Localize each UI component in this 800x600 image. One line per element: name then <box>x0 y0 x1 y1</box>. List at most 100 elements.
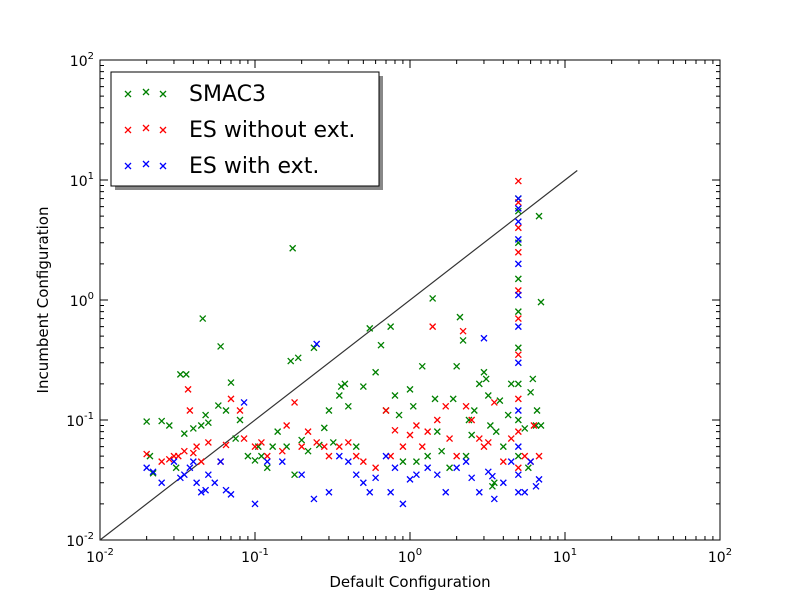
point-series-1-stroke <box>236 407 244 414</box>
point-series-0-stroke <box>189 425 197 432</box>
point-series-0-stroke <box>521 425 529 432</box>
point-series-0 <box>341 380 349 388</box>
point-series-2 <box>532 482 540 490</box>
point-series-1-stroke <box>514 224 522 232</box>
point-series-0-stroke <box>180 430 188 438</box>
point-series-2-stroke <box>391 464 399 472</box>
point-series-0 <box>325 407 333 414</box>
point-series-0 <box>304 447 312 455</box>
point-series-2-stroke <box>149 468 157 476</box>
point-series-2-stroke <box>535 475 543 483</box>
point-series-0-stroke <box>158 417 166 425</box>
point-series-0 <box>214 402 222 409</box>
point-series-1-stroke <box>514 315 522 323</box>
point-series-0 <box>433 428 441 436</box>
point-series-0-stroke <box>199 315 207 323</box>
point-series-1 <box>291 399 299 406</box>
point-series-0 <box>532 422 540 429</box>
point-series-0 <box>395 411 403 419</box>
point-series-0-stroke <box>146 452 154 460</box>
point-series-1 <box>298 443 306 451</box>
point-series-1-stroke <box>468 416 476 424</box>
point-series-0-stroke <box>418 362 426 370</box>
point-series-2 <box>143 464 151 472</box>
point-series-2 <box>521 488 529 496</box>
point-series-1-stroke <box>283 422 291 429</box>
point-series-0-stroke <box>304 447 312 455</box>
point-series-1 <box>165 455 173 463</box>
point-series-2-stroke <box>514 218 522 226</box>
point-series-2 <box>412 471 420 479</box>
point-series-1-stroke <box>424 428 432 436</box>
point-series-0-stroke <box>507 380 515 388</box>
point-series-2 <box>514 407 522 414</box>
point-series-2 <box>352 471 360 479</box>
point-series-0 <box>352 443 360 451</box>
point-series-0 <box>462 452 470 460</box>
point-series-0-stroke <box>204 419 212 427</box>
point-series-1 <box>278 447 286 455</box>
point-series-1-stroke <box>298 443 306 451</box>
point-series-0 <box>197 422 205 429</box>
point-series-1-stroke <box>189 449 197 457</box>
point-series-0-stroke <box>486 422 494 429</box>
point-series-0-stroke <box>406 385 414 393</box>
point-series-1 <box>507 435 515 443</box>
point-series-1-stroke <box>204 438 212 446</box>
point-series-1 <box>320 443 328 451</box>
point-series-0-stroke <box>387 323 395 331</box>
point-series-1 <box>283 422 291 429</box>
legend-marker-1-stroke <box>159 126 167 134</box>
point-series-0 <box>490 479 498 487</box>
point-series-1-stroke <box>227 395 235 403</box>
point-series-2 <box>278 458 286 466</box>
point-series-0 <box>289 244 297 252</box>
point-series-2 <box>475 488 483 496</box>
point-series-0-stroke <box>535 212 543 220</box>
point-series-0-stroke <box>459 337 467 344</box>
point-series-2-stroke <box>211 479 219 487</box>
point-series-0 <box>149 469 157 477</box>
point-series-2 <box>514 359 522 367</box>
point-series-1-stroke <box>222 441 230 449</box>
point-series-2-stroke <box>189 458 197 466</box>
point-series-1 <box>263 452 271 460</box>
point-series-0-stroke <box>377 341 385 349</box>
point-series-2 <box>480 334 488 342</box>
data-points <box>143 177 545 508</box>
point-series-0-stroke <box>499 443 507 451</box>
point-series-0 <box>143 418 151 426</box>
point-series-0-stroke <box>391 392 399 399</box>
point-series-1-stroke <box>446 435 454 443</box>
point-series-1-stroke <box>382 407 390 414</box>
point-series-0-stroke <box>232 435 240 443</box>
point-series-1 <box>521 452 529 460</box>
point-series-1 <box>514 248 522 256</box>
point-series-0 <box>244 452 252 460</box>
point-series-1 <box>475 435 483 443</box>
point-series-1 <box>514 315 522 323</box>
point-series-2-stroke <box>514 407 522 414</box>
point-series-0 <box>146 452 154 460</box>
point-series-1-stroke <box>197 458 205 466</box>
point-series-1-stroke <box>186 407 194 414</box>
point-series-0-stroke <box>352 443 360 451</box>
point-series-2 <box>211 479 219 487</box>
point-series-2 <box>499 479 507 487</box>
point-series-1 <box>189 449 197 457</box>
point-series-0-stroke <box>274 428 282 436</box>
point-series-0-stroke <box>529 375 537 383</box>
point-series-2-stroke <box>532 482 540 490</box>
point-series-0 <box>537 422 545 429</box>
point-series-2-stroke <box>263 458 271 466</box>
point-series-1-stroke <box>412 422 420 429</box>
point-series-2 <box>202 486 210 494</box>
point-series-1-stroke <box>499 458 507 466</box>
point-series-0 <box>486 422 494 429</box>
point-series-2 <box>217 458 225 466</box>
point-series-0-stroke <box>329 438 337 446</box>
point-series-0-stroke <box>496 397 504 405</box>
legend-box <box>110 71 380 187</box>
point-series-0 <box>406 385 414 393</box>
point-series-0-stroke <box>449 395 457 403</box>
